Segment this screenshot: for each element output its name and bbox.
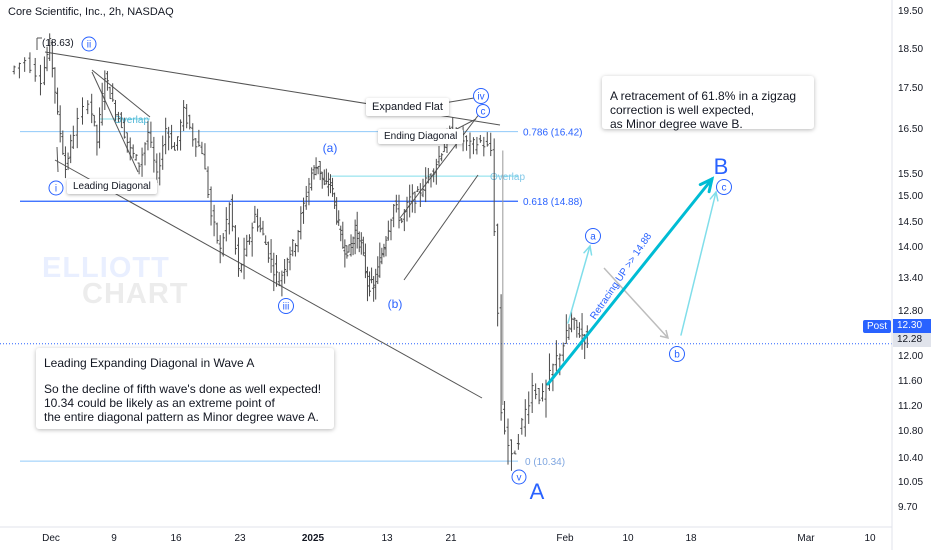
- wave-a-circle-label-circle: [585, 228, 601, 244]
- wave-A-label: A: [530, 479, 545, 504]
- trendline: [54, 159, 483, 399]
- price-tick-label: 14.50: [898, 217, 923, 228]
- price-tick-label: 17.50: [898, 83, 923, 94]
- wave-B-label: B: [714, 154, 729, 179]
- projection-label: Retracing UP >> 14.88: [588, 231, 654, 322]
- level-label: 0.786 (16.42): [523, 128, 583, 139]
- level-label: 0 (10.34): [525, 457, 565, 468]
- price-tick-label: 15.50: [898, 169, 923, 180]
- time-tick-label: Feb: [556, 533, 574, 544]
- wave-c-arrow-head: [709, 190, 719, 202]
- level-label: 0.618 (14.88): [523, 197, 583, 208]
- time-tick-label: 23: [234, 533, 246, 544]
- symbol-title: Core Scientific, Inc., 2h, NASDAQ: [8, 6, 174, 18]
- high-price-label: (18.63): [42, 38, 74, 49]
- wave-b-arrow-head: [659, 329, 670, 340]
- level-label: Overlap: [490, 172, 525, 183]
- leading-note-line: the entire diagonal pattern as Minor deg…: [44, 410, 319, 424]
- price-tick-label: 12.00: [898, 351, 923, 362]
- wave-B-main-arrow-head: [698, 176, 715, 194]
- time-tick-label: 10: [622, 533, 634, 544]
- wave-a-arrow-head: [583, 244, 593, 256]
- watermark-line1: ELLIOTT: [42, 252, 170, 284]
- wave-c-arrow: [680, 191, 717, 336]
- price-tick-label: 10.40: [898, 453, 923, 464]
- wave-B-main-arrow: [546, 177, 714, 386]
- retracement-line: as Minor degree wave B.: [610, 117, 743, 131]
- time-tick-label: 10: [864, 533, 876, 544]
- wave-v-label: v: [517, 473, 522, 484]
- price-tick-label: 12.80: [898, 306, 923, 317]
- wave-iii-label: iii: [283, 302, 290, 313]
- candles: [12, 33, 589, 471]
- time-tick-label: 13: [381, 533, 393, 544]
- retracement-line: correction is well expected,: [610, 103, 755, 117]
- time-tick-label: 18: [685, 533, 697, 544]
- watermark: ELLIOTT CHART: [42, 252, 189, 310]
- retracement-line: A retracement of 61.8% in a zigzag: [610, 89, 797, 103]
- wave-v-label-circle: [511, 469, 527, 485]
- post-price-tag: 12.30: [893, 319, 931, 333]
- leading-diagonal-note[interactable]: Leading Expanding Diagonal in Wave A So …: [36, 348, 334, 429]
- time-tick-label: 2025: [302, 533, 325, 544]
- watermark-line2: CHART: [82, 278, 189, 310]
- price-tick-label: 14.00: [898, 242, 923, 253]
- wave-c-circle-label: c: [722, 183, 727, 194]
- wave-i-label-circle: [48, 180, 64, 196]
- wave-a-circle-label: a: [590, 232, 596, 243]
- wave-a-arrow: [567, 245, 591, 324]
- expanded-flat-label[interactable]: Expanded Flat: [366, 98, 449, 116]
- price-axis: 19.50 18.50 17.50 16.50 15.50 15.00 14.50 14.00…: [891, 0, 923, 550]
- wave-b-paren-label: (b): [388, 297, 403, 311]
- price-tick-label: 19.50: [898, 6, 923, 17]
- price-tick-label: 11.60: [898, 376, 923, 387]
- level-label: Overlap: [114, 115, 149, 126]
- wave-a-paren-label: (a): [323, 141, 338, 155]
- leading-diagonal-label[interactable]: Leading Diagonal: [67, 179, 157, 194]
- price-tick-label: 13.40: [898, 273, 923, 284]
- wave-iv-label-circle: [473, 88, 489, 104]
- price-tick-label: 9.70: [898, 502, 918, 513]
- wave-b-circle-label-circle: [669, 346, 685, 362]
- leading-note-title: Leading Expanding Diagonal in Wave A: [44, 356, 255, 370]
- price-tick-label: 11.20: [898, 401, 923, 412]
- trendlines: [36, 37, 501, 399]
- trendline: [403, 174, 479, 281]
- time-tick-label: 16: [170, 533, 182, 544]
- wave-c-circle-label-circle: [716, 179, 732, 195]
- leading-note-line: 10.34 could be likely as an extreme poin…: [44, 396, 275, 410]
- wave-b-circle-label: b: [674, 350, 680, 361]
- wave-c-small-label: c: [481, 107, 486, 118]
- time-axis: Dec 9 16 23 2025 13 21 Feb 10 18 Mar 10: [0, 526, 892, 544]
- trendline: [56, 146, 59, 173]
- wave-c-small-label-circle: [476, 104, 490, 118]
- wave-iv-label: iv: [477, 92, 484, 103]
- price-tick-label: 18.50: [898, 44, 923, 55]
- price-tick-label: 15.00: [898, 191, 923, 202]
- ending-diagonal-label[interactable]: Ending Diagonal: [378, 129, 464, 144]
- wave-i-label: i: [55, 184, 57, 195]
- wave-ii-label-circle: [81, 36, 97, 52]
- price-tick-label: 16.50: [898, 124, 923, 135]
- time-tick-label: Dec: [42, 533, 60, 544]
- leading-note-line: So the decline of fifth wave's done as w…: [44, 382, 322, 396]
- wave-iii-label-circle: [278, 298, 294, 314]
- post-market-tag: Post: [863, 320, 891, 333]
- wave-b-line: [603, 267, 669, 339]
- time-tick-label: 9: [111, 533, 117, 544]
- trendline: [399, 112, 481, 219]
- wave-ii-label: ii: [87, 40, 91, 51]
- price-tick-label: 10.80: [898, 426, 923, 437]
- time-tick-label: 21: [445, 533, 457, 544]
- retracement-note[interactable]: A retracement of 61.8% in a zigzag corre…: [602, 76, 814, 131]
- projection-arrows: Retracing UP >> 14.88: [546, 176, 719, 386]
- price-tick-label: 10.05: [898, 477, 923, 488]
- trendline: [91, 69, 151, 118]
- last-price-tag: 12.28: [893, 333, 931, 347]
- time-tick-label: Mar: [797, 533, 815, 544]
